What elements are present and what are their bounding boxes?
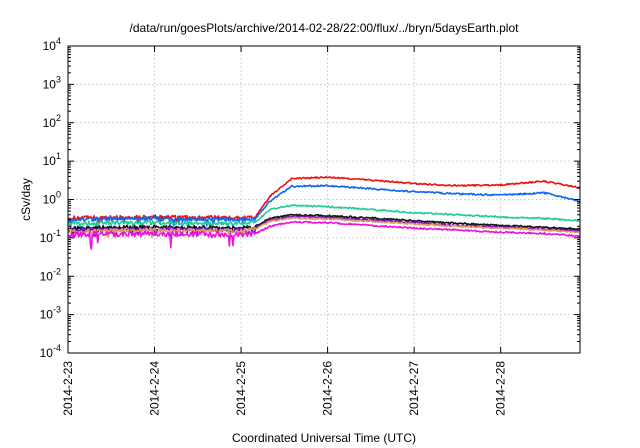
y-tick-exponent: 0 <box>56 190 61 200</box>
y-tick-label: 104 <box>43 36 61 53</box>
y-tick-base: 10 <box>43 193 57 207</box>
y-tick-base: 10 <box>40 269 54 283</box>
y-tick-exponent: 1 <box>56 151 61 161</box>
y-tick-label: 10-3 <box>40 305 61 322</box>
series-line <box>67 203 581 231</box>
y-tick-exponent: -2 <box>53 266 61 276</box>
y-tick-exponent: -1 <box>53 228 61 238</box>
chart-title: /data/run/goesPlots/archive/2014-02-28/2… <box>130 21 520 35</box>
y-axis-label: cSv/day <box>19 178 33 221</box>
y-tick-base: 10 <box>43 154 57 168</box>
y-tick-label: 100 <box>43 190 61 207</box>
x-tick-label: 2014-2-23 <box>61 361 75 416</box>
y-tick-label: 10-4 <box>40 343 61 360</box>
y-tick-exponent: 3 <box>56 74 61 84</box>
y-tick-label: 101 <box>43 151 61 168</box>
grid <box>67 46 580 353</box>
y-tick-base: 10 <box>43 39 57 53</box>
series-line <box>67 175 581 224</box>
series-layer <box>67 175 581 250</box>
series-line <box>67 220 581 250</box>
y-tick-base: 10 <box>40 346 54 360</box>
y-tick-base: 10 <box>40 308 54 322</box>
y-tick-exponent: -3 <box>53 305 61 315</box>
x-axis-label: Coordinated Universal Time (UTC) <box>232 431 416 445</box>
y-tick-base: 10 <box>43 116 57 130</box>
x-tick-label: 2014-2-27 <box>407 361 421 416</box>
y-tick-exponent: 4 <box>56 36 61 46</box>
y-tick-label: 10-2 <box>40 266 61 283</box>
x-tick-label: 2014-2-25 <box>234 361 248 416</box>
x-tick-label: 2014-2-26 <box>321 361 335 416</box>
y-tick-exponent: 2 <box>56 113 61 123</box>
series-line <box>67 184 581 228</box>
y-tick-label: 102 <box>43 113 61 130</box>
x-tick-label: 2014-2-24 <box>148 361 162 416</box>
y-tick-label: 10-1 <box>40 228 61 245</box>
y-tick-base: 10 <box>43 77 57 91</box>
y-tick-base: 10 <box>40 231 54 245</box>
x-tick-label: 2014-2-28 <box>494 361 508 416</box>
series-line <box>67 216 581 239</box>
ticks: 10-410-310-210-11001011021031042014-2-23… <box>40 36 580 416</box>
y-tick-exponent: -4 <box>53 343 61 353</box>
y-tick-label: 103 <box>43 74 61 91</box>
